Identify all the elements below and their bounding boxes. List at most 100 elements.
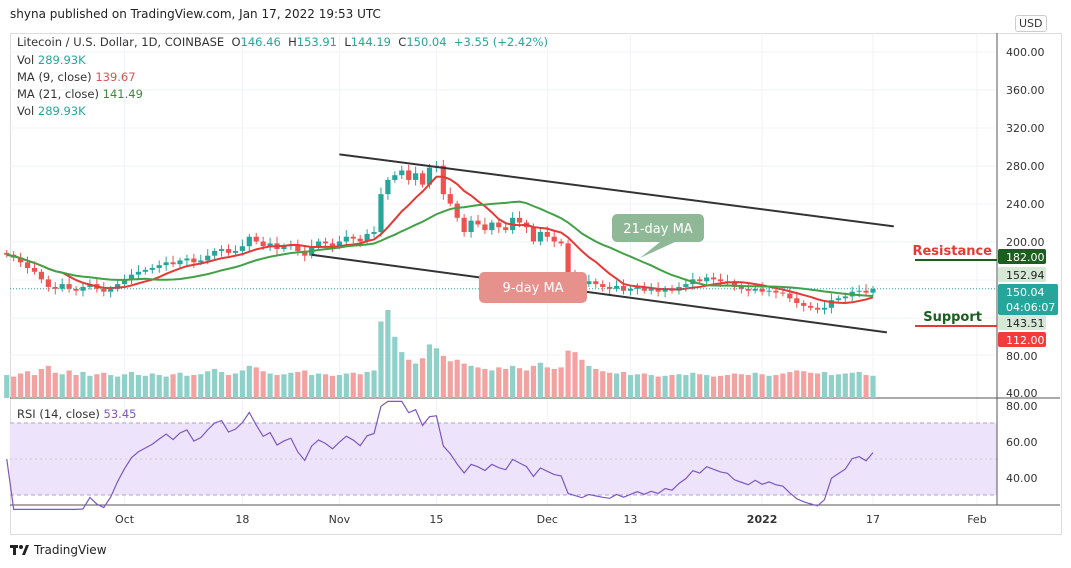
candle-body — [135, 271, 142, 275]
volume-bar — [780, 373, 786, 398]
volume-bar — [669, 375, 675, 398]
candle-body — [225, 249, 232, 253]
volume-bar — [510, 365, 516, 398]
candle-body — [503, 227, 509, 231]
candle-body — [496, 222, 502, 228]
volume-bar — [316, 373, 322, 398]
price-label-text: 182.00 — [1006, 251, 1045, 264]
candle-body — [745, 288, 751, 291]
volume-bar — [468, 365, 474, 398]
volume-bar — [45, 365, 51, 398]
volume-bar — [773, 375, 779, 398]
candle-body — [329, 243, 336, 247]
candle-body — [821, 307, 828, 310]
candle-body — [468, 220, 474, 233]
candle-body — [565, 243, 571, 275]
volume-bar — [551, 368, 557, 398]
volume-bar — [94, 374, 100, 398]
volume-bar — [239, 370, 245, 398]
candle-body — [489, 222, 495, 231]
volume-bar — [198, 374, 204, 398]
candle-body — [399, 170, 405, 176]
volume-bar — [336, 375, 342, 398]
candle-body — [322, 241, 329, 244]
volume-bar — [752, 372, 758, 398]
price-tick: 40.00 — [1006, 387, 1038, 400]
rsi-tick: 60.00 — [1006, 436, 1038, 449]
vol-value: 289.93K — [37, 53, 86, 67]
time-tick: 13 — [623, 513, 637, 526]
tradingview-brand[interactable]: TradingView — [10, 543, 107, 557]
candle-body — [801, 303, 807, 306]
volume-bar — [295, 371, 301, 398]
volume-bar — [676, 374, 682, 398]
tradingview-logo-icon — [10, 545, 29, 555]
ma9-value: 139.67 — [95, 70, 136, 84]
volume-bar — [828, 375, 835, 398]
volume-bar — [419, 358, 426, 398]
volume-bar — [406, 359, 412, 398]
currency-button[interactable]: USD — [1015, 15, 1047, 32]
rsi-tick: 40.00 — [1006, 472, 1038, 485]
volume-bar — [426, 344, 433, 398]
volume-bar — [66, 370, 72, 398]
candle-body — [212, 250, 218, 256]
high-value: 153.91 — [296, 35, 337, 49]
volume-bar — [842, 373, 848, 398]
volume-bar — [503, 368, 509, 398]
low-value: 144.19 — [350, 35, 391, 49]
price-label-support — [998, 332, 1046, 347]
chart-frame[interactable] — [10, 33, 1062, 535]
candle-body — [537, 232, 543, 242]
ma21-annotation-box — [612, 214, 704, 242]
volume-bar — [38, 368, 44, 398]
volume-bar — [787, 371, 793, 398]
volume-bar — [565, 350, 571, 398]
volume-bar — [399, 352, 405, 398]
candle-body — [634, 286, 640, 289]
candle-body — [655, 288, 661, 292]
trendline — [311, 253, 887, 334]
candle-body — [101, 288, 107, 292]
ma9-annotation: 9-day MA — [502, 281, 563, 296]
volume-bar — [73, 375, 79, 398]
candle-body — [385, 179, 391, 195]
rsi-line — [6, 400, 874, 510]
candle-body — [814, 307, 821, 310]
volume-bar — [87, 375, 93, 398]
volume-bar — [620, 371, 627, 398]
close-label: C — [398, 35, 407, 49]
candle-body — [759, 288, 765, 292]
volume-bar — [863, 375, 869, 398]
candle-body — [260, 241, 266, 247]
candle-body — [475, 220, 481, 225]
price-label-text: 150.04 — [1006, 286, 1045, 299]
candle-body — [281, 246, 287, 250]
candle-body — [683, 284, 689, 287]
rsi-label: RSI (14, close) — [17, 407, 100, 421]
volume-bar — [440, 355, 446, 398]
volume-bar — [31, 375, 38, 398]
volume-bar — [745, 375, 751, 398]
candle-body — [205, 255, 211, 261]
candle-body — [128, 274, 135, 280]
volume-bar — [225, 375, 232, 398]
volume-bar — [475, 367, 481, 398]
candle-body — [419, 173, 426, 185]
candle-body — [59, 284, 65, 289]
volume-bar — [849, 372, 855, 398]
volume-bar — [523, 370, 530, 398]
time-tick: Feb — [967, 513, 986, 526]
volume-bar — [149, 373, 155, 398]
candle-body — [170, 262, 176, 265]
volume-bar — [655, 376, 661, 398]
candle-body — [378, 194, 384, 233]
candle-body — [246, 236, 252, 247]
volume-bar — [378, 321, 384, 398]
time-tick: 15 — [429, 513, 443, 526]
volume-bar — [392, 336, 398, 398]
price-label-last — [998, 284, 1058, 315]
volume-bar — [704, 375, 710, 398]
support-label: Support — [923, 310, 982, 325]
